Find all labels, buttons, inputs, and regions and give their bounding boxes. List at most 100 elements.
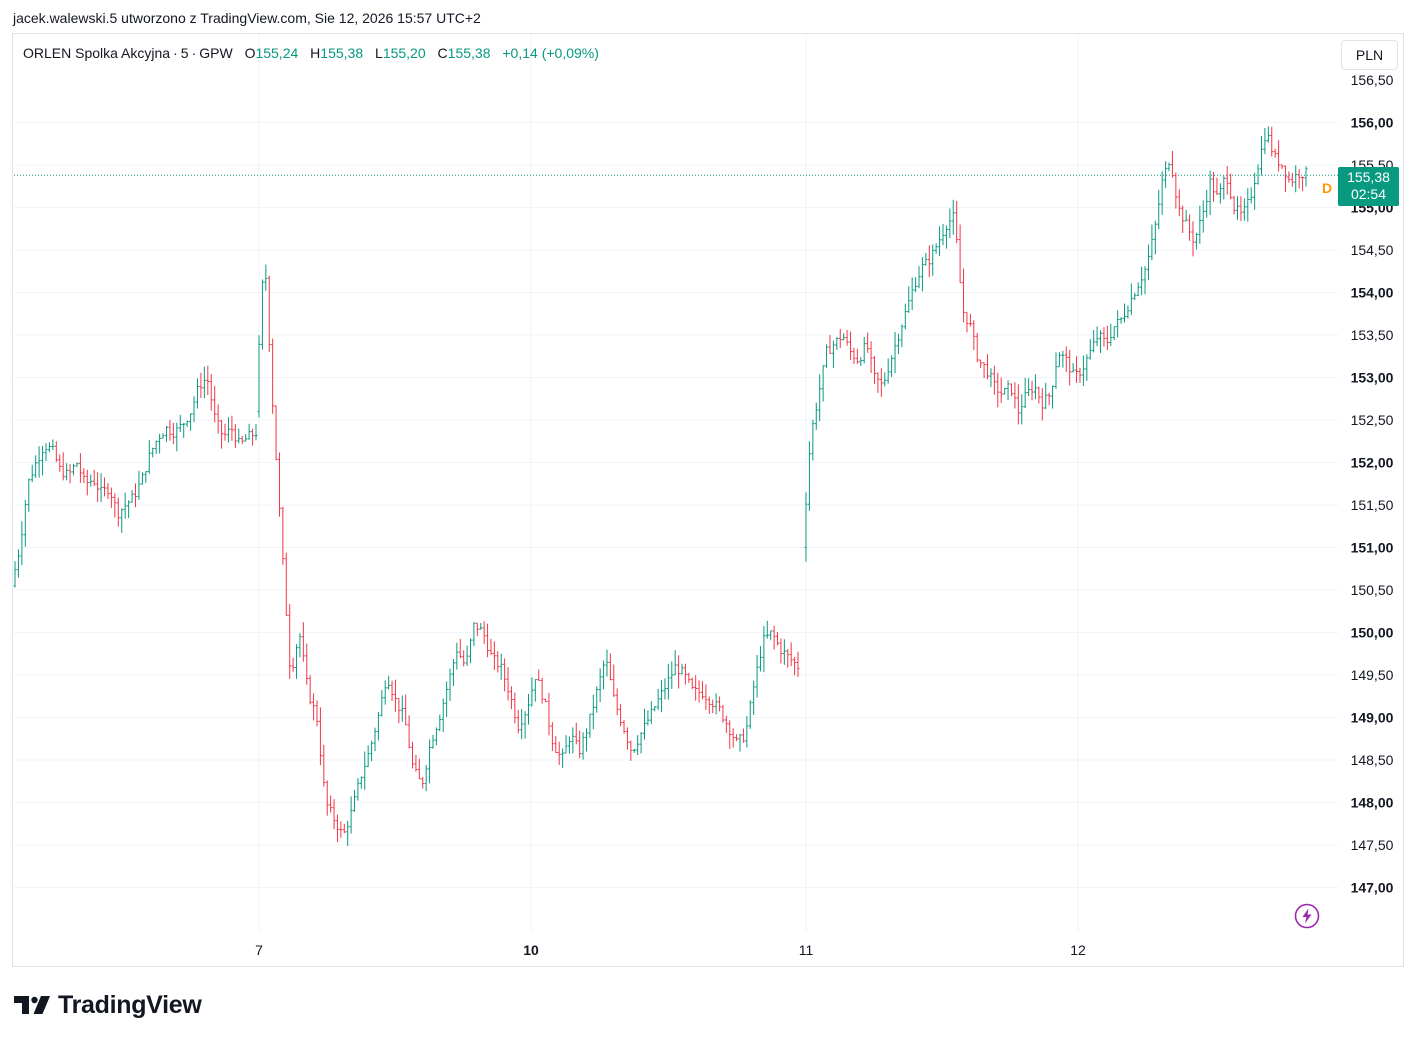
ohlc-bar (164, 425, 168, 442)
time-tick-label: 7 (255, 942, 263, 958)
ohlc-bar (223, 423, 227, 441)
ohlc-bar (1023, 377, 1027, 409)
ohlc-bar (1013, 382, 1017, 409)
ohlc-bar (195, 378, 199, 409)
ohlc-bar (982, 362, 986, 379)
ohlc-bar (852, 347, 856, 365)
ohlc-bar (1236, 196, 1240, 220)
ohlc-bar (89, 474, 93, 487)
ohlc-bar (520, 709, 524, 740)
price-tick-label: 153,50 (1351, 327, 1394, 343)
ohlc-bar (948, 208, 952, 239)
time-tick-label: 12 (1070, 942, 1086, 958)
price-tick-label: 151,00 (1351, 540, 1394, 556)
ohlc-bar (779, 638, 783, 664)
ohlc-bar (789, 642, 793, 667)
ohlc-bar (687, 672, 691, 683)
ohlc-bar (955, 201, 959, 244)
ohlc-bar (1044, 382, 1048, 410)
ohlc-bar (862, 336, 866, 364)
flash-icon[interactable] (1294, 903, 1320, 929)
ohlc-bar (1208, 170, 1212, 216)
ohlc-bar (137, 470, 141, 500)
ohlc-bar (903, 303, 907, 330)
ohlc-bar (1109, 323, 1113, 347)
ohlc-bar (267, 275, 271, 353)
ohlc-bar (1047, 392, 1051, 406)
price-tick-label: 151,50 (1351, 497, 1394, 513)
ohlc-bar (486, 623, 490, 658)
currency-button[interactable]: PLN (1341, 40, 1398, 70)
ohlc-bar (564, 735, 568, 754)
low-value: 155,20 (382, 45, 426, 61)
chart-frame[interactable] (12, 33, 1404, 967)
symbol-exchange: GPW (199, 45, 233, 61)
ohlc-bar (1198, 205, 1202, 244)
ohlc-bar (859, 357, 863, 366)
ohlc-bar (359, 776, 363, 789)
ohlc-bar (869, 341, 873, 373)
dividend-marker[interactable]: D (1322, 180, 1333, 196)
ohlc-bar (407, 715, 411, 749)
ohlc-bar (68, 464, 72, 484)
tradingview-logo-icon (14, 996, 50, 1014)
ohlc-bar (199, 372, 203, 398)
ohlc-bar (615, 688, 619, 716)
ohlc-bar (226, 417, 230, 443)
ohlc-bar (209, 373, 213, 411)
ohlc-bar (917, 266, 921, 289)
ohlc-bar (151, 447, 155, 458)
symbol-legend[interactable]: ORLEN Spolka Akcyjna · 5 · GPW O155,24 H155,… (23, 45, 599, 61)
ohlc-bar (537, 669, 541, 682)
ohlc-bar (567, 736, 571, 754)
ohlc-bar (845, 330, 849, 346)
ohlc-bar (1095, 326, 1099, 347)
ohlc-bar (469, 638, 473, 664)
ohlc-bar (632, 748, 636, 753)
ohlc-bar (1081, 355, 1085, 386)
ohlc-bar (1253, 172, 1257, 210)
ohlc-bar (540, 677, 544, 704)
ohlc-bar (58, 454, 62, 472)
ohlc-bar (1280, 164, 1284, 170)
ohlc-bar (366, 745, 370, 768)
ohlc-bar (1242, 198, 1246, 221)
ohlc-bar (295, 644, 299, 679)
ohlc-bar (656, 688, 660, 711)
ohlc-bar (711, 699, 715, 714)
last-price-tag: 155,38 02:54 (1338, 167, 1399, 206)
ohlc-bar (1266, 126, 1270, 143)
ohlc-bar (1177, 189, 1181, 217)
tradingview-logo[interactable]: TradingView (14, 990, 202, 1020)
price-tick-label: 154,00 (1351, 285, 1394, 301)
ohlc-bar (332, 799, 336, 830)
ohlc-bar (639, 732, 643, 754)
ohlc-bar (271, 338, 275, 414)
ohlc-bar (445, 681, 449, 717)
ohlc-bar (178, 414, 182, 433)
ohlc-bar (257, 335, 261, 418)
ohlc-bar (216, 404, 220, 434)
ohlc-bar (1188, 214, 1192, 241)
ohlc-bar (61, 452, 65, 481)
ohlc-bar (1051, 385, 1055, 409)
ohlc-bar (1290, 172, 1294, 187)
ohlc-bar (1136, 282, 1140, 297)
ohlc-bar (842, 333, 846, 341)
price-tick-label: 147,50 (1351, 837, 1394, 853)
ohlc-bar (838, 328, 842, 348)
ohlc-bar (965, 311, 969, 333)
ohlc-bar (704, 684, 708, 710)
ohlc-bar (363, 751, 367, 790)
ohlc-bar (1119, 317, 1123, 324)
ohlc-bar (1181, 205, 1185, 234)
ohlc-bar (189, 413, 193, 431)
ohlc-bar (123, 492, 127, 519)
ohlc-bar (424, 764, 428, 792)
ohlc-bar (237, 428, 241, 444)
ohlc-bar (251, 428, 255, 446)
ohlc-bar (523, 711, 527, 739)
ohlc-bar (1085, 354, 1089, 381)
ohlc-bar (51, 439, 55, 451)
